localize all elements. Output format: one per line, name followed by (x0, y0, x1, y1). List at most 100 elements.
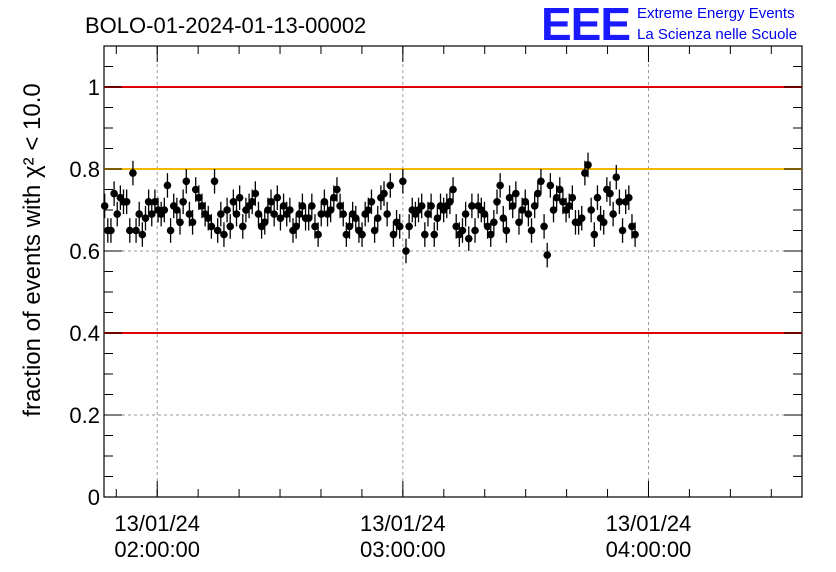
data-marker (345, 222, 354, 231)
data-point (609, 201, 617, 227)
data-point (260, 210, 269, 235)
data-marker (430, 230, 439, 239)
data-marker (351, 214, 360, 222)
data-point (129, 160, 137, 186)
data-point (125, 218, 134, 243)
data-point (490, 210, 498, 235)
data-marker (543, 251, 552, 259)
data-marker (402, 247, 410, 255)
data-marker (314, 230, 322, 239)
data-marker (615, 198, 624, 206)
y-tick-labels: 0 0.2 0.4 0.6 0.8 1 (69, 75, 100, 510)
data-point (534, 181, 542, 206)
data-marker (220, 230, 228, 239)
data-marker (555, 185, 564, 194)
data-marker (395, 222, 404, 231)
data-marker (113, 210, 122, 218)
data-point (530, 193, 539, 219)
data-marker (217, 210, 225, 218)
data-point (389, 222, 398, 247)
data-marker (207, 222, 216, 231)
data-marker (298, 202, 307, 210)
data-marker (399, 177, 407, 186)
data-marker (308, 202, 316, 210)
data-marker (433, 214, 442, 222)
data-point (113, 201, 122, 227)
data-marker (405, 222, 413, 231)
data-marker (235, 193, 244, 202)
data-marker (273, 193, 282, 202)
data-point (468, 193, 476, 219)
logo-line-1: Extreme Energy Events (637, 5, 795, 22)
data-marker (515, 218, 523, 227)
data-marker (182, 177, 191, 186)
data-marker (590, 230, 599, 239)
data-marker (389, 230, 398, 239)
data-marker (452, 222, 461, 231)
data-point (524, 201, 533, 227)
data-point (254, 201, 263, 227)
data-marker (311, 222, 319, 231)
data-marker (427, 202, 435, 210)
data-marker (524, 210, 533, 218)
data-point (537, 169, 545, 194)
data-marker (370, 226, 379, 235)
data-marker (336, 202, 344, 210)
data-point (166, 218, 175, 243)
data-point (618, 218, 627, 243)
data-marker (367, 198, 376, 206)
data-marker (254, 210, 263, 218)
data-marker (185, 210, 194, 218)
data-marker (364, 206, 373, 214)
data-marker (330, 193, 338, 202)
data-point (427, 193, 435, 219)
data-point (179, 189, 187, 215)
data-point (370, 218, 379, 243)
data-point (380, 181, 388, 206)
eee-logo: EEE Extreme Energy Events La Scienza nel… (541, 0, 797, 50)
data-marker (587, 206, 595, 214)
data-point (584, 152, 592, 178)
data-marker (270, 210, 278, 218)
data-marker (141, 214, 150, 222)
data-marker (518, 206, 526, 214)
data-marker (577, 214, 586, 222)
data-point (446, 189, 454, 215)
data-marker (232, 210, 241, 218)
data-point (351, 205, 360, 231)
data-point (471, 218, 479, 243)
data-marker (191, 185, 200, 194)
data-marker (320, 198, 329, 206)
data-point (367, 189, 376, 215)
data-marker (530, 202, 539, 210)
data-marker (625, 193, 633, 202)
data-marker (135, 210, 144, 218)
data-marker (176, 218, 184, 227)
data-point (615, 189, 624, 215)
y-tick-label: 1 (88, 75, 100, 100)
data-point (493, 189, 501, 215)
data-marker (226, 222, 235, 231)
data-marker (380, 189, 388, 198)
data-point (508, 193, 517, 219)
data-marker (527, 226, 536, 235)
data-marker (151, 198, 159, 206)
data-point (502, 218, 511, 243)
data-point (326, 197, 335, 223)
data-point (496, 173, 504, 198)
data-point (107, 218, 115, 243)
data-point (173, 197, 181, 223)
data-marker (132, 226, 140, 235)
data-marker (609, 210, 617, 218)
data-marker (618, 226, 627, 235)
data-point (144, 189, 153, 215)
y-tick-label: 0.6 (69, 239, 100, 264)
data-marker (144, 198, 153, 206)
x-tick-time: 02:00:00 (114, 537, 200, 562)
data-marker (286, 206, 294, 214)
data-marker (173, 206, 181, 214)
data-marker (549, 206, 558, 214)
data-points (100, 152, 639, 268)
data-marker (628, 222, 636, 231)
